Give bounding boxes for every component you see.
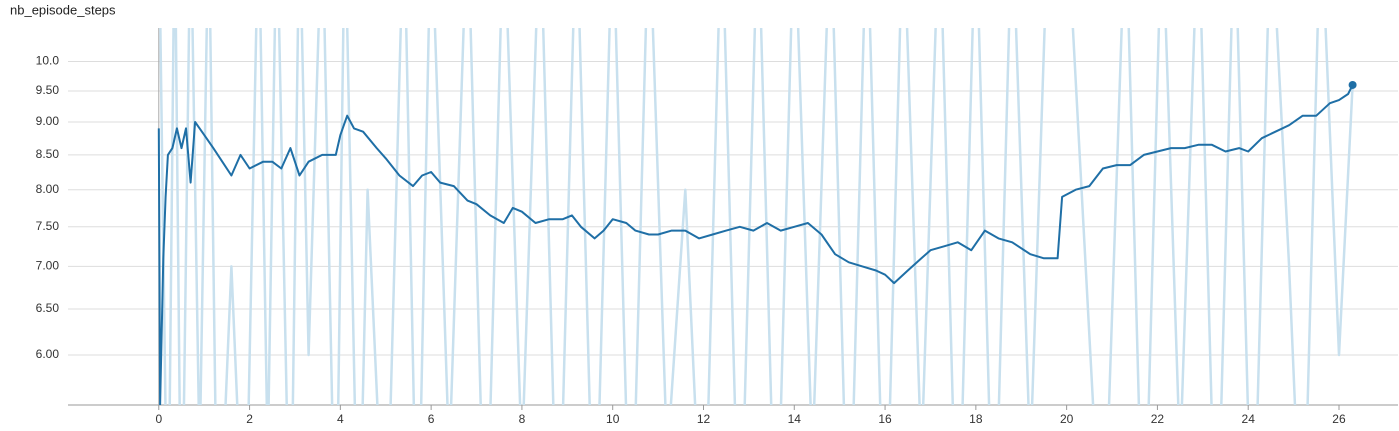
- series-line: [159, 28, 1354, 405]
- x-tick-label: 22: [1151, 412, 1165, 426]
- x-tick-label: 12: [697, 412, 711, 426]
- x-tick-label: 24: [1242, 412, 1256, 426]
- y-tick-label: 6.50: [36, 301, 60, 315]
- y-tick-label: 7.00: [36, 259, 60, 273]
- x-tick-label: 4: [337, 412, 344, 426]
- x-tick-label: 6: [428, 412, 435, 426]
- y-tick-label: 7.50: [36, 219, 60, 233]
- x-tick-label: 10: [606, 412, 620, 426]
- y-tick-label: 9.50: [36, 83, 60, 97]
- x-tick-label: 14: [788, 412, 802, 426]
- y-tick-label: 8.00: [36, 182, 60, 196]
- y-tick-label: 10.0: [36, 54, 60, 68]
- y-tick-label: 9.00: [36, 114, 60, 128]
- y-tick-label: 8.50: [36, 147, 60, 161]
- y-tick-label: 6.00: [36, 347, 60, 361]
- x-tick-label: 16: [878, 412, 892, 426]
- x-tick-label: 8: [519, 412, 526, 426]
- chart-title: nb_episode_steps: [10, 2, 116, 17]
- plot-area: [157, 28, 1354, 405]
- last-point: [1348, 80, 1357, 89]
- series-line: [157, 84, 1354, 405]
- x-tick-label: 18: [969, 412, 983, 426]
- x-tick-label: 2: [246, 412, 253, 426]
- x-tick-label: 0: [155, 412, 162, 426]
- x-tick-label: 26: [1332, 412, 1346, 426]
- x-tick-label: 20: [1060, 412, 1074, 426]
